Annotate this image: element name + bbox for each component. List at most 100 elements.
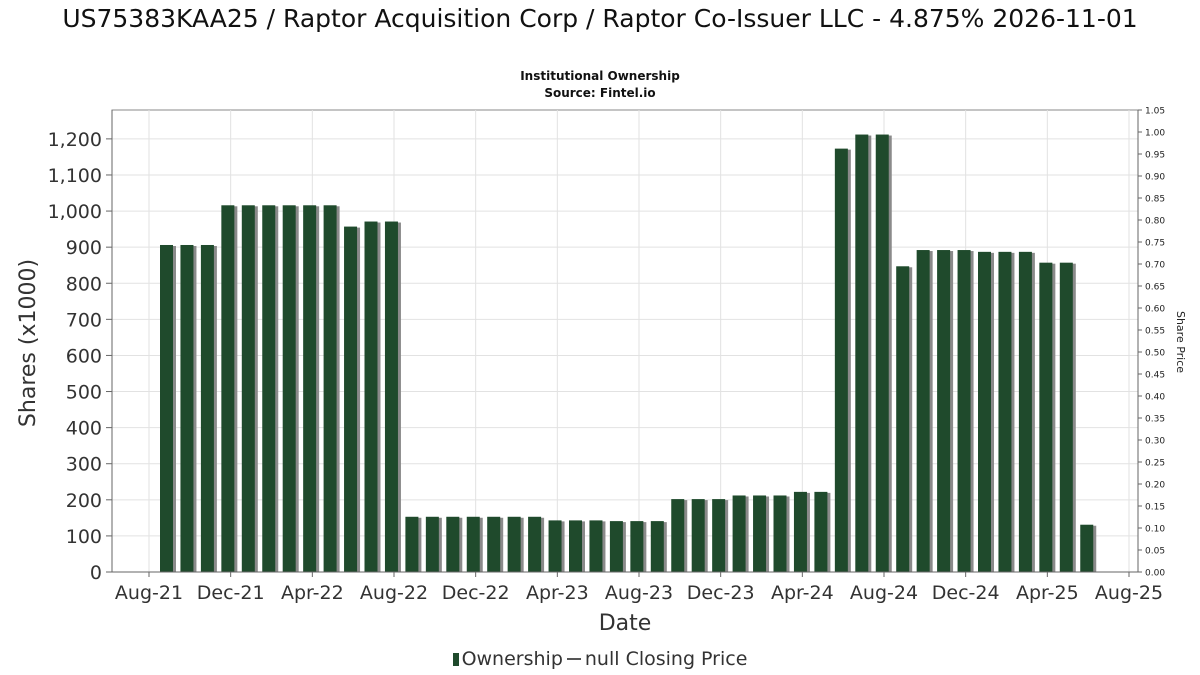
x-tick-label: Aug-25 bbox=[1095, 582, 1163, 604]
ownership-bar bbox=[1080, 524, 1094, 572]
ownership-bar bbox=[507, 516, 521, 572]
chart-subtitle: Institutional Ownership bbox=[520, 69, 680, 83]
y2-tick-label: 0.60 bbox=[1145, 305, 1165, 315]
ownership-bar bbox=[834, 148, 848, 573]
ownership-bar bbox=[1018, 251, 1032, 572]
x-tick-label: Apr-25 bbox=[1016, 582, 1079, 604]
ownership-bar bbox=[160, 244, 173, 572]
y2-tick-label: 0.85 bbox=[1145, 195, 1165, 205]
x-tick-label: Apr-24 bbox=[771, 582, 834, 604]
ownership-bar bbox=[732, 495, 746, 572]
y2-tick-label: 1.05 bbox=[1145, 107, 1165, 117]
ownership-bar bbox=[466, 516, 480, 572]
y2-tick-label: 0.75 bbox=[1145, 239, 1165, 249]
x-tick-label: Aug-23 bbox=[605, 582, 673, 604]
y-tick-label: 600 bbox=[66, 345, 102, 367]
y2-tick-label: 0.30 bbox=[1145, 437, 1165, 447]
x-tick-label: Dec-24 bbox=[932, 582, 1000, 604]
ownership-bar bbox=[569, 520, 582, 572]
ownership-bar bbox=[916, 250, 930, 572]
ownership-bar bbox=[691, 499, 705, 572]
y2-tick-label: 0.25 bbox=[1145, 459, 1165, 469]
y-tick-label: 800 bbox=[66, 273, 102, 295]
y2-tick-label: 0.50 bbox=[1145, 349, 1165, 359]
ownership-bar bbox=[937, 250, 951, 572]
ownership-legend-label: Ownership bbox=[461, 648, 563, 670]
ownership-bar bbox=[487, 516, 501, 572]
ownership-bar bbox=[384, 221, 398, 572]
x-tick-label: Dec-22 bbox=[442, 582, 510, 604]
y2-axis-label: Share Price bbox=[1174, 311, 1187, 373]
ownership-bar bbox=[528, 516, 542, 572]
ownership-bar bbox=[221, 205, 235, 572]
y2-tick-label: 0.95 bbox=[1145, 151, 1165, 161]
price-legend-label: null Closing Price bbox=[584, 648, 748, 670]
y-tick-label: 1,100 bbox=[48, 165, 102, 187]
ownership-bar bbox=[814, 491, 828, 572]
y2-tick-label: 0.55 bbox=[1145, 327, 1165, 337]
y2-tick-label: 0.65 bbox=[1145, 283, 1165, 293]
x-tick-label: Apr-22 bbox=[281, 582, 344, 604]
x-tick-label: Dec-21 bbox=[197, 582, 265, 604]
x-tick-label: Aug-22 bbox=[360, 582, 428, 604]
ownership-bar bbox=[671, 499, 685, 572]
y-tick-label: 700 bbox=[66, 309, 102, 331]
y-tick-label: 0 bbox=[90, 562, 102, 584]
ownership-bar bbox=[323, 205, 337, 572]
y2-tick-label: 0.45 bbox=[1145, 371, 1165, 381]
y-tick-label: 500 bbox=[66, 382, 102, 404]
y2-tick-label: 0.40 bbox=[1145, 393, 1165, 403]
y2-tick-label: 0.05 bbox=[1145, 547, 1165, 557]
y-tick-label: 300 bbox=[66, 454, 102, 476]
ownership-bar bbox=[446, 516, 460, 572]
ownership-bar bbox=[241, 205, 255, 572]
ownership-bar bbox=[855, 134, 869, 572]
x-tick-label: Dec-23 bbox=[687, 582, 755, 604]
y-axis-label: Shares (x1000) bbox=[16, 259, 41, 427]
y2-tick-label: 0.20 bbox=[1145, 481, 1165, 491]
ownership-bar bbox=[405, 516, 419, 572]
ownership-bar bbox=[998, 251, 1012, 572]
y2-tick-label: 0.00 bbox=[1145, 569, 1165, 579]
y2-tick-label: 0.10 bbox=[1145, 525, 1165, 535]
ownership-bar bbox=[609, 521, 623, 572]
y-tick-label: 400 bbox=[66, 418, 102, 440]
ownership-bar bbox=[712, 499, 726, 572]
y2-tick-label: 1.00 bbox=[1145, 129, 1165, 139]
ownership-bar bbox=[282, 205, 296, 572]
ownership-bar bbox=[630, 521, 644, 572]
ownership-bar bbox=[875, 134, 889, 572]
y-tick-label: 100 bbox=[66, 526, 102, 548]
ownership-bar bbox=[303, 205, 317, 572]
ownership-bar bbox=[425, 516, 439, 572]
y-tick-label: 200 bbox=[66, 490, 102, 512]
ownership-bar bbox=[262, 205, 276, 572]
ownership-bar bbox=[957, 250, 971, 572]
y2-tick-label: 0.80 bbox=[1145, 217, 1165, 227]
ownership-bar bbox=[650, 521, 664, 572]
ownership-bar bbox=[793, 491, 807, 572]
y2-tick-label: 0.90 bbox=[1145, 173, 1165, 183]
ownership-bar bbox=[589, 520, 603, 572]
x-axis-label: Date bbox=[599, 611, 652, 636]
ownership-bar bbox=[548, 520, 562, 572]
y-tick-label: 1,000 bbox=[48, 201, 102, 223]
price-legend-swatch bbox=[566, 658, 581, 660]
x-tick-label: Apr-23 bbox=[526, 582, 589, 604]
y2-tick-label: 0.15 bbox=[1145, 503, 1165, 513]
ownership-bar bbox=[978, 251, 991, 572]
ownership-bar bbox=[1059, 262, 1073, 572]
ownership-legend-swatch bbox=[452, 653, 459, 666]
x-tick-label: Aug-21 bbox=[115, 582, 183, 604]
ownership-bar bbox=[180, 244, 194, 572]
ownership-bar bbox=[773, 495, 787, 572]
y-tick-label: 900 bbox=[66, 237, 102, 259]
ownership-bar bbox=[200, 244, 214, 572]
chart-source: Source: Fintel.io bbox=[544, 86, 656, 100]
y-tick-label: 1,200 bbox=[48, 129, 102, 151]
x-tick-label: Aug-24 bbox=[850, 582, 918, 604]
ownership-bar bbox=[1039, 262, 1053, 572]
ownership-bar bbox=[753, 495, 767, 572]
chart-legend: Ownership null Closing Price bbox=[0, 646, 1200, 672]
